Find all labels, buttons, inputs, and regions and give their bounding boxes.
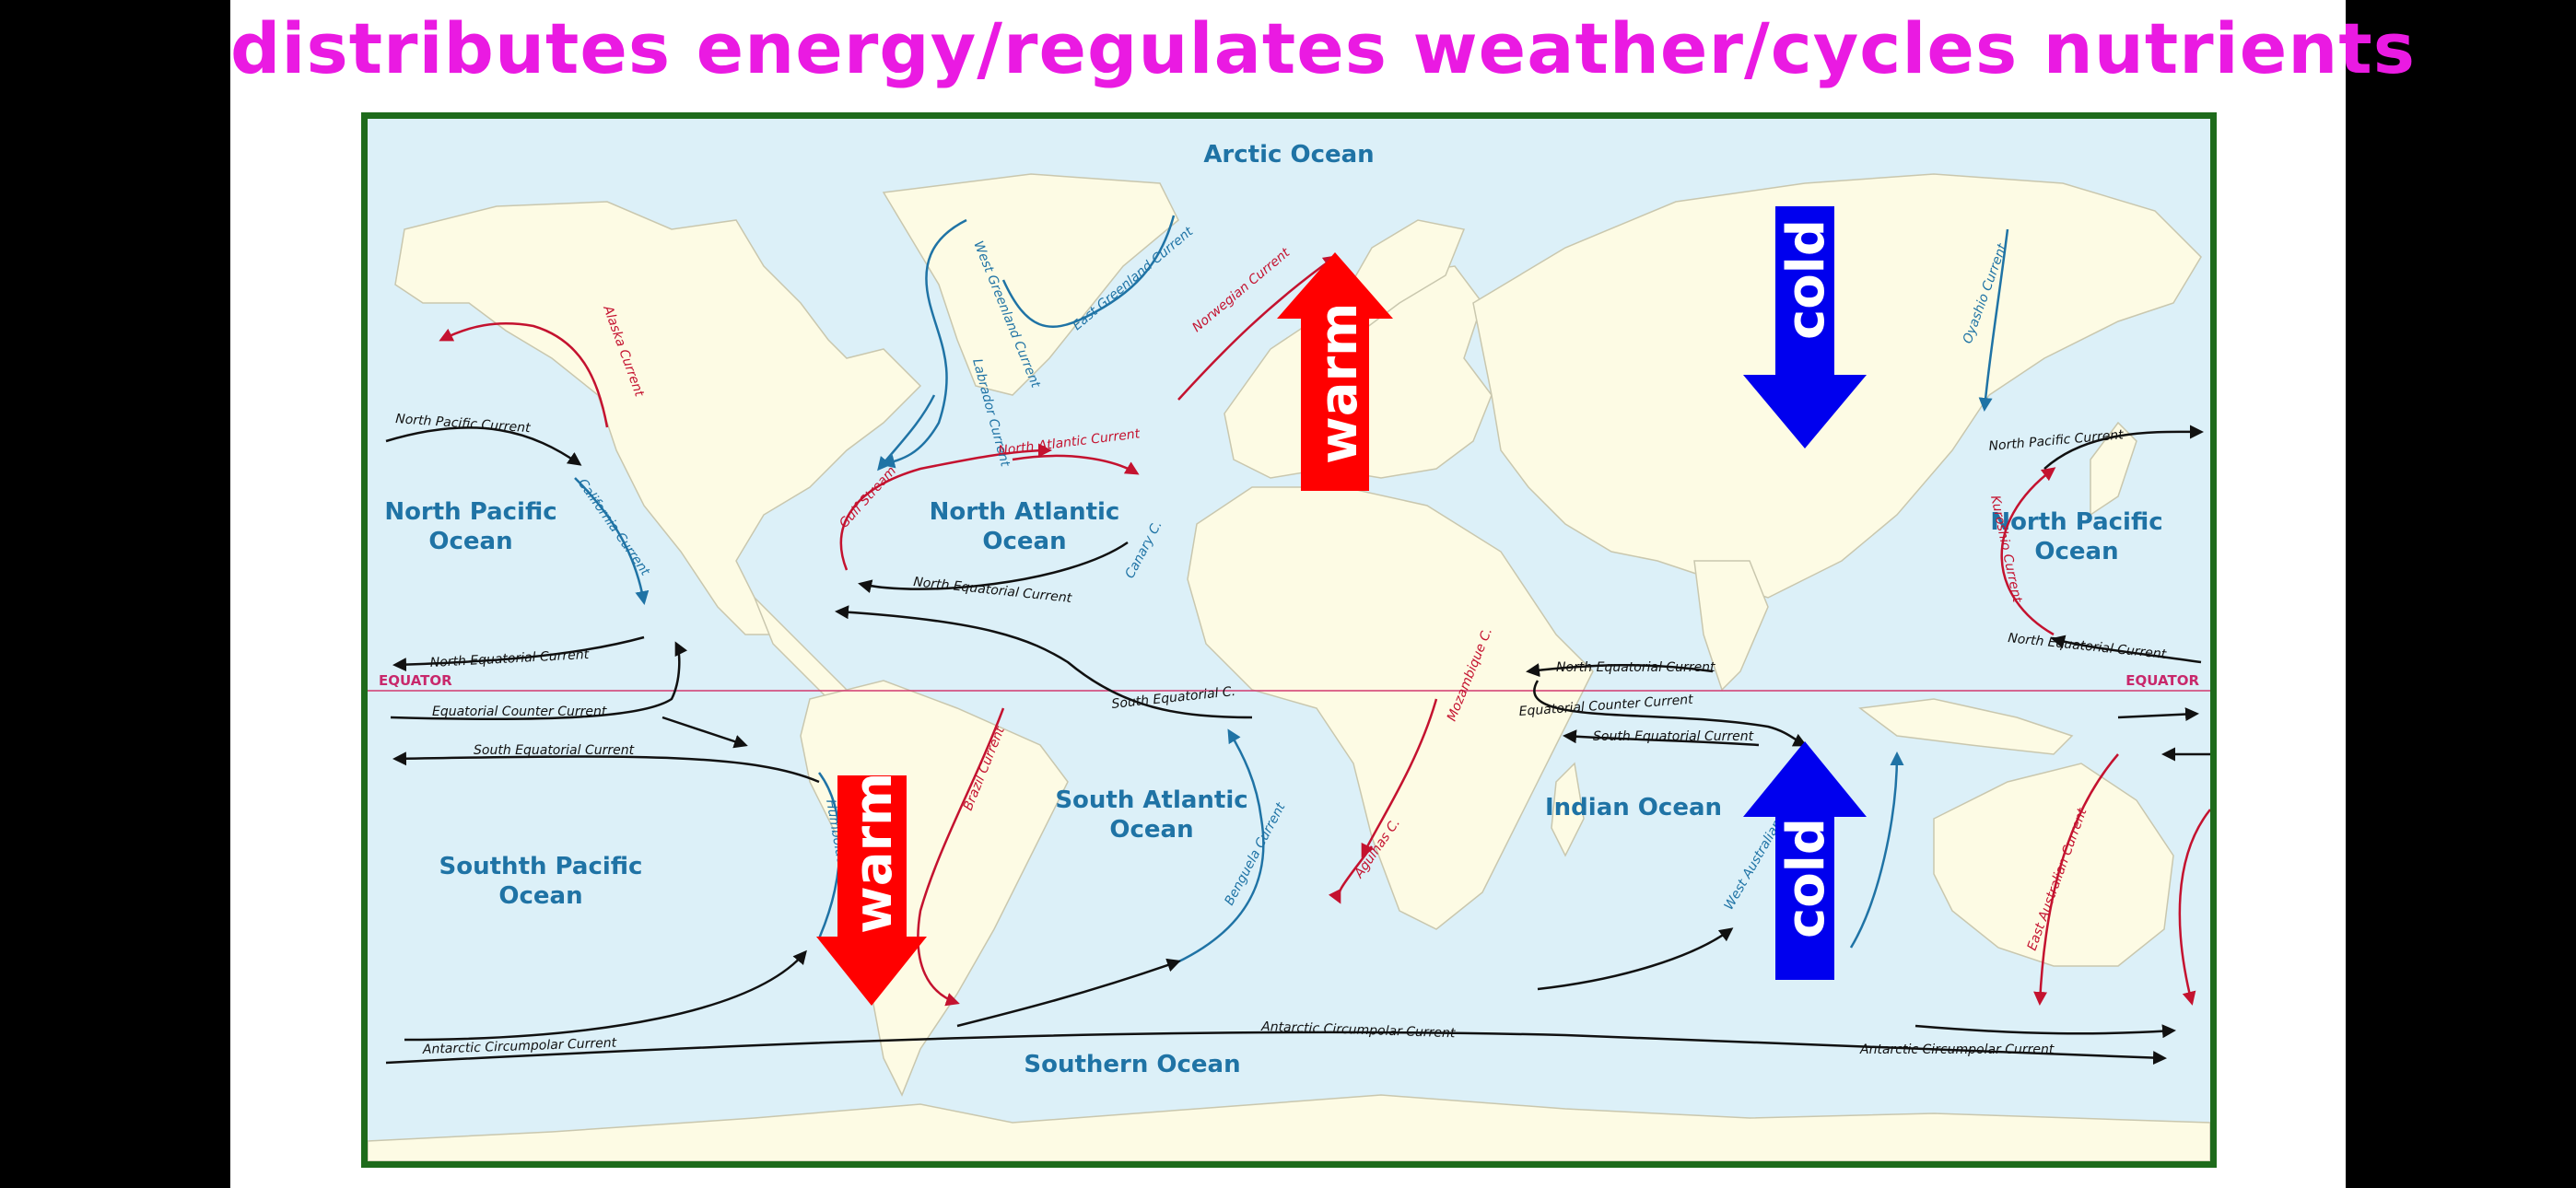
cold-arrow-up-label: cold	[1776, 818, 1836, 938]
antarctic-circumpolar-current-label-2: Antarctic Circumpolar Current	[1260, 1019, 1456, 1041]
south-pacific-gyre-path	[404, 949, 807, 1042]
south-equatorial-current-path-pac-east	[2117, 707, 2199, 722]
north-equatorial-current-path-ind	[1526, 663, 1714, 678]
north-equatorial-current-path-pac-east	[2051, 635, 2202, 664]
north-equatorial-current-path-atl	[858, 541, 1129, 593]
antarctic-circumpolar-current-label-1: Antarctic Circumpolar Current	[422, 1036, 617, 1057]
south-equatorial-current-path-west	[392, 751, 820, 784]
east-greenland-current-path	[1001, 215, 1176, 328]
north-pacific-ocean-label-west: North Pacific Ocean	[384, 498, 556, 555]
arctic-ocean-label: Arctic Ocean	[1203, 141, 1374, 169]
land-madagascar	[1551, 762, 1585, 857]
california-current-path	[574, 477, 650, 605]
north-pacific-ocean-label-east: North Pacific Ocean	[1990, 508, 2162, 565]
antarctic-circumpolar-current-label-3: Antarctic Circumpolar Current	[1859, 1042, 2055, 1057]
indian-gyre-path	[1537, 927, 1734, 991]
south-atlantic-ocean-label: South Atlantic Ocean	[1055, 786, 1247, 844]
agulhas-current-path	[1328, 845, 1373, 904]
north-atlantic-current-path	[1012, 454, 1140, 475]
antarctic-circumpolar-current-path-2	[1914, 1024, 2176, 1039]
north-atlantic-ocean-label: North Atlantic Ocean	[930, 498, 1120, 555]
equatorial-counter-current-path-west	[390, 641, 688, 721]
cold-arrow-up: cold	[1743, 741, 1867, 980]
land-india	[1693, 560, 1769, 692]
oyashio-current-path	[1978, 228, 2009, 412]
land-indonesia	[1858, 698, 2074, 755]
north-equatorial-current-path-pac-west	[392, 635, 645, 672]
land-antarctica	[368, 1094, 2210, 1161]
west-australian-current-path	[1849, 751, 1904, 949]
slide: distributes energy/regulates weather/cyc…	[230, 0, 2416, 1188]
west-greenland-current-path	[881, 218, 967, 469]
slide-title: distributes energy/regulates weather/cyc…	[230, 7, 2416, 89]
kuroshio-current-path	[2000, 467, 2056, 636]
ocean-currents-map: EQUATOR EQUATOR Arctic Ocean North Pacif…	[361, 112, 2217, 1168]
south-equatorial-current-label-ind: South Equatorial Current	[1593, 729, 1754, 744]
north-equatorial-current-label-ind: North Equatorial Current	[1556, 660, 1715, 675]
land-australia	[1933, 763, 2174, 967]
warm-arrow-up: warm	[1277, 252, 1393, 491]
land-masses	[368, 173, 2210, 1161]
norwegian-current-path	[1177, 255, 1338, 401]
south-equatorial-current-label-west: South Equatorial Current	[474, 743, 635, 758]
indian-ocean-label: Indian Ocean	[1545, 794, 1722, 821]
antarctic-circumpolar-current-path	[385, 1031, 2167, 1066]
east-australian-current-path-2	[2178, 809, 2210, 1006]
world-map-svg: EQUATOR EQUATOR Arctic Ocean North Pacif…	[368, 119, 2210, 1161]
south-pacific-ocean-label: Southth Pacific Ocean	[439, 853, 643, 910]
southern-ocean-label: Southern Ocean	[1024, 1051, 1240, 1078]
north-pacific-current-path-east	[2043, 425, 2204, 470]
alaska-current-path	[439, 322, 609, 428]
benguela-current-path	[1168, 728, 1265, 968]
equator-label-left: EQUATOR	[379, 672, 452, 689]
south-equatorial-current-path-atl	[835, 605, 1253, 719]
land-africa	[1187, 486, 1594, 930]
current-paths	[385, 215, 2210, 1066]
south-equatorial-current-path-ind	[1563, 729, 1760, 747]
land-north-america	[394, 201, 922, 635]
south-atlantic-gyre-path	[956, 958, 1181, 1028]
cold-arrow-down-label: cold	[1776, 219, 1836, 340]
north-pacific-current-path-west	[385, 426, 582, 466]
equatorial-counter-current-path-ind	[1533, 680, 1808, 747]
east-australian-current-path	[2033, 753, 2119, 1006]
warm-arrow-down: warm	[816, 773, 927, 1006]
warm-arrow-up-label: warm	[1309, 303, 1369, 465]
equatorial-counter-current-path-west-2	[662, 716, 748, 749]
labrador-current-path	[877, 394, 936, 472]
cold-arrow-down: cold	[1743, 206, 1867, 448]
equatorial-counter-current-label-west: Equatorial Counter Current	[432, 705, 607, 719]
warm-arrow-down-label: warm	[844, 773, 904, 935]
equator-label-right: EQUATOR	[2125, 672, 2199, 689]
brazil-current-path	[917, 707, 1005, 1007]
land-japan	[2090, 421, 2137, 517]
gulf-stream-path	[839, 443, 1052, 571]
land-greenland	[882, 173, 1179, 396]
mozambique-current-path	[1361, 698, 1438, 858]
